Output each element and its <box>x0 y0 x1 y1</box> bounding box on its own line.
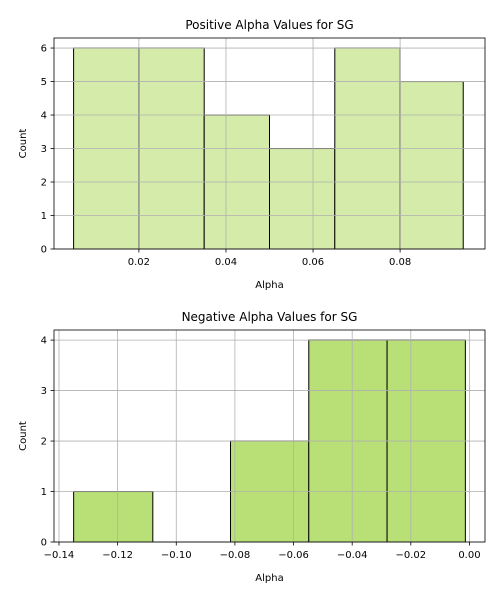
y-tick-label: 3 <box>41 144 47 155</box>
negative-alpha-chart: −0.14 −0.12 −0.10 −0.08 −0.06 −0.04 −0.02 0.00 0… <box>18 310 486 584</box>
x-tick-label: 0.02 <box>128 257 150 268</box>
chart-title: Positive Alpha Values for SG <box>185 18 353 32</box>
histogram-bar <box>399 81 464 250</box>
y-tick-label: 6 <box>41 44 47 55</box>
x-tick-label: 0.04 <box>215 257 237 268</box>
y-tick-label: 0 <box>41 538 47 549</box>
x-tick-label: 0.06 <box>302 257 324 268</box>
y-tick-label: 2 <box>41 437 47 448</box>
histogram-bar <box>73 491 154 543</box>
x-tick-label: −0.04 <box>337 550 368 561</box>
chart-title: Negative Alpha Values for SG <box>182 310 358 324</box>
x-tick-label: −0.06 <box>278 550 309 561</box>
positive-alpha-chart: 0.02 0.04 0.06 0.08 0 1 2 3 4 5 6 Positive Alpha Va… <box>18 18 486 291</box>
y-tick-label: 5 <box>41 77 47 88</box>
x-tick-label: −0.08 <box>220 550 251 561</box>
y-axis-label: Count <box>18 421 29 451</box>
x-tick-label: 0.08 <box>389 257 411 268</box>
histogram-bar <box>269 148 336 250</box>
y-tick-label: 1 <box>41 211 47 222</box>
y-tick-label: 4 <box>41 336 47 347</box>
x-axis-label: Alpha <box>255 573 283 584</box>
x-tick-label: 0.00 <box>458 550 480 561</box>
y-tick-label: 4 <box>41 111 47 122</box>
x-tick-label: −0.10 <box>161 550 192 561</box>
x-tick-label: −0.12 <box>102 550 133 561</box>
plot-frame <box>53 37 486 250</box>
plot-frame <box>53 329 486 543</box>
x-tick-label: −0.02 <box>395 550 426 561</box>
y-tick-label: 0 <box>41 245 47 256</box>
y-tick-label: 2 <box>41 178 47 189</box>
y-axis-label: Count <box>18 129 29 159</box>
x-axis-label: Alpha <box>255 280 283 291</box>
y-tick-label: 3 <box>41 386 47 397</box>
y-tick-label: 1 <box>41 487 47 498</box>
x-tick-label: −0.14 <box>44 550 75 561</box>
